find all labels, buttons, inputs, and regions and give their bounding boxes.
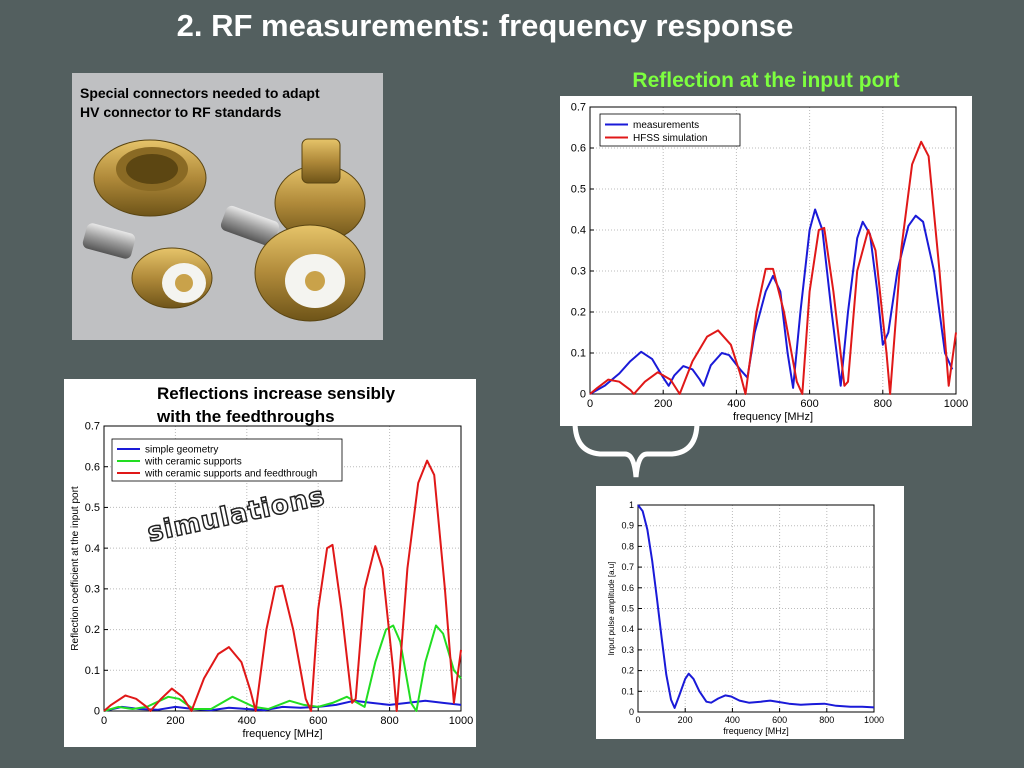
y-tick-label: 0.3 (621, 645, 634, 655)
y-axis-label: Input pulse amplitude [a.u] (607, 562, 616, 656)
x-tick-label: 400 (725, 715, 740, 725)
y-tick-label: 0.4 (85, 543, 100, 555)
x-tick-label: 0 (587, 398, 593, 410)
y-tick-label: 0.7 (571, 102, 586, 114)
plot-frame (589, 106, 957, 395)
y-tick-label: 0.4 (571, 225, 586, 237)
y-tick-label: 0.2 (621, 666, 634, 676)
x-tick-label: 200 (166, 715, 184, 727)
y-tick-label: 0.5 (85, 502, 100, 514)
x-axis-label: frequency [MHz] (733, 411, 813, 423)
x-tick-label: 0 (635, 715, 640, 725)
x-tick-label: 200 (654, 398, 672, 410)
y-tick-label: 0.2 (85, 624, 100, 636)
legend-label-1: measurements (633, 120, 699, 131)
x-tick-label: 400 (727, 398, 745, 410)
x-tick-label: 1000 (944, 398, 968, 410)
y-tick-label: 0.2 (571, 307, 586, 319)
x-tick-label: 800 (380, 715, 398, 727)
series-line-1 (103, 699, 462, 712)
y-tick-label: 0.4 (621, 624, 634, 634)
x-tick-label: 200 (678, 715, 693, 725)
y-tick-label: 0 (580, 389, 586, 401)
pulse-chart-panel: 0 200 400 600 800 1000 0 0.1 0.2 0.3 0.4 0.5 0.6 0.7 0… (596, 486, 904, 739)
x-tick-label: 800 (874, 398, 892, 410)
y-tick-label: 0.1 (571, 348, 586, 360)
photo-caption-line-1: Special connectors needed to adapt (80, 85, 320, 101)
photo-caption-line-2: HV connector to RF standards (80, 104, 282, 120)
x-tick-label: 600 (800, 398, 818, 410)
y-tick-label: 0.5 (621, 604, 634, 614)
y-tick-label: 0.3 (571, 266, 586, 278)
y-tick-label: 1 (629, 500, 634, 510)
legend-label-3: with ceramic supports and feedthrough (144, 468, 317, 479)
pulse-chart: 0 200 400 600 800 1000 0 0.1 0.2 0.3 0.4 0.5 0.6 0.7 0… (607, 500, 884, 736)
y-tick-label: 0.5 (571, 184, 586, 196)
plot-frame (103, 425, 462, 712)
x-axis-label: frequency [MHz] (723, 726, 789, 736)
legend-box (599, 113, 741, 147)
legend-label-2: with ceramic supports (144, 456, 242, 467)
y-tick-label: 0.6 (621, 583, 634, 593)
x-tick-label: 1000 (864, 715, 884, 725)
series-line-1 (637, 504, 875, 709)
legend-label-1: simple geometry (145, 444, 218, 455)
x-tick-label: 800 (819, 715, 834, 725)
measurement-chart: 0 200 400 600 800 1000 0 0.1 0.2 0.3 0.4 0.5 0.6 0.7 f… (571, 102, 969, 423)
y-tick-label: 0.1 (85, 665, 100, 677)
y-tick-label: 0 (94, 706, 100, 718)
legend-box (111, 438, 343, 482)
series-line-1 (589, 208, 954, 395)
y-tick-label: 0.3 (85, 584, 100, 596)
measurement-chart-panel: 0 200 400 600 800 1000 0 0.1 0.2 0.3 0.4 0.5 0.6 0.7 f… (560, 96, 972, 426)
y-tick-label: 0.9 (621, 521, 634, 531)
series-line-2 (103, 624, 462, 712)
series-line-2 (589, 140, 957, 395)
x-tick-label: 600 (309, 715, 327, 727)
y-tick-label: 0.6 (571, 143, 586, 155)
simulation-chart-panel: 0 200 400 600 800 1000 0 0.1 0.2 0.3 0.4 0.5 0.6 0.7 f… (64, 379, 476, 747)
reflection-heading: Reflection at the input port (632, 69, 900, 92)
x-tick-label: 1000 (449, 715, 473, 727)
y-tick-label: 0.6 (85, 461, 100, 473)
connector-photo: Special connectors needed to adapt HV co… (72, 73, 383, 340)
simulation-caption-line-1: Reflections increase sensibly (157, 384, 396, 403)
connectors-illustration (82, 138, 366, 322)
photo-caption: Special connectors needed to adapt HV co… (80, 84, 320, 122)
simulation-caption-line-2: with the feedthroughs (157, 407, 335, 426)
legend-label-2: HFSS simulation (633, 133, 707, 144)
x-axis-label: frequency [MHz] (242, 728, 322, 740)
x-tick-label: 400 (238, 715, 256, 727)
x-tick-label: 600 (772, 715, 787, 725)
y-tick-label: 0.7 (621, 562, 634, 572)
y-tick-label: 0.1 (621, 686, 634, 696)
y-tick-label: 0.8 (621, 541, 634, 551)
simulation-caption: Reflections increase sensibly with the f… (157, 382, 395, 428)
y-tick-label: 0.7 (85, 421, 100, 433)
simulation-chart: 0 200 400 600 800 1000 0 0.1 0.2 0.3 0.4 0.5 0.6 0.7 f… (70, 421, 473, 740)
slide-title: 2. RF measurements: frequency response (176, 8, 794, 43)
y-tick-label: 0 (629, 707, 634, 717)
series-line-3 (103, 459, 462, 712)
x-tick-label: 0 (101, 715, 107, 727)
brace-connector (572, 422, 700, 478)
y-axis-label: Reflection coefficient at the input port (70, 486, 81, 651)
